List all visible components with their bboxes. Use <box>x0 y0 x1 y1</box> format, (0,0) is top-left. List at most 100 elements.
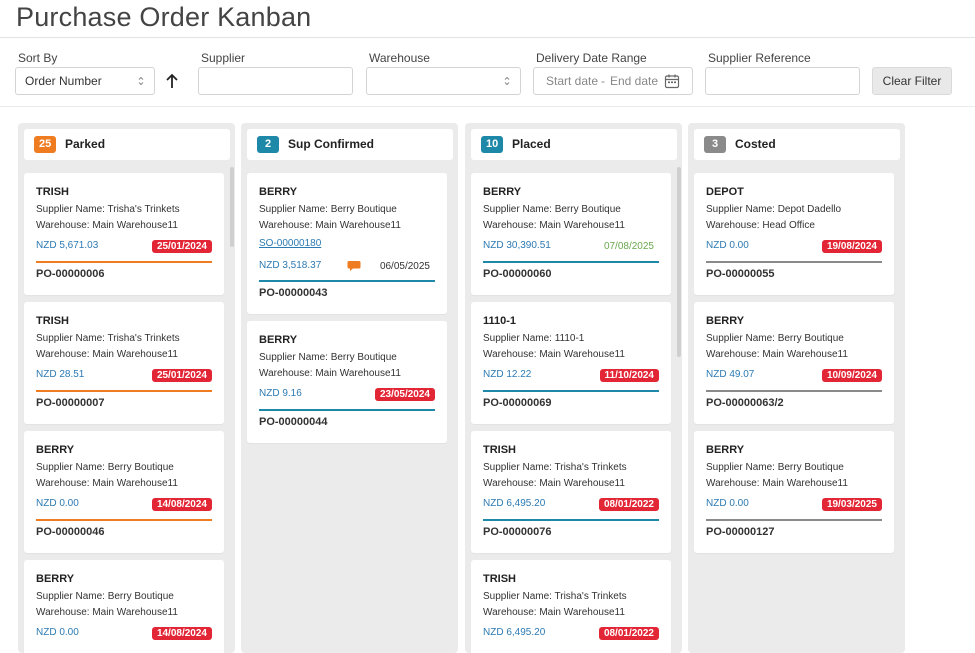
order-card[interactable]: BERRY Supplier Name: Berry Boutique Ware… <box>24 560 224 653</box>
order-amount: NZD 0.00 <box>706 240 749 251</box>
supplier-name: Supplier Name: Berry Boutique <box>36 591 174 602</box>
supplier-name: Supplier Name: Berry Boutique <box>259 204 397 215</box>
warehouse-name: Warehouse: Main Warehouse11 <box>483 220 625 231</box>
supplier-code: BERRY <box>483 186 522 198</box>
due-date-badge: 08/01/2022 <box>598 627 659 640</box>
po-number: PO-00000060 <box>483 268 552 280</box>
supplier-code: BERRY <box>706 315 745 327</box>
warehouse-label: Warehouse <box>369 51 430 65</box>
order-amount: NZD 0.00 <box>36 498 79 509</box>
due-date-badge: 23/05/2024 <box>374 388 435 401</box>
supplier-name: Supplier Name: Berry Boutique <box>483 204 621 215</box>
warehouse-name: Warehouse: Main Warehouse11 <box>706 349 848 360</box>
order-amount: NZD 0.00 <box>36 627 79 638</box>
order-card[interactable]: TRISH Supplier Name: Trisha's Trinkets W… <box>471 431 671 553</box>
supplier-name: Supplier Name: Trisha's Trinkets <box>36 204 180 215</box>
column-header: 3 Costed <box>694 129 900 160</box>
order-card[interactable]: BERRY Supplier Name: Berry Boutique Ware… <box>24 431 224 553</box>
kanban-column-sup-confirmed: 2 Sup Confirmed BERRY Supplier Name: Ber… <box>241 123 458 653</box>
due-date-badge: 10/09/2024 <box>821 369 882 382</box>
sort-by-value: Order Number <box>25 74 102 88</box>
due-date: 07/08/2025 <box>603 241 654 252</box>
warehouse-name: Warehouse: Main Warehouse11 <box>36 478 178 489</box>
sales-order-link[interactable]: SO-00000180 <box>259 238 322 249</box>
end-date-placeholder: End date <box>610 74 659 88</box>
status-line <box>36 261 212 263</box>
status-line <box>259 409 435 411</box>
calendar-icon[interactable] <box>664 73 680 89</box>
due-date: 06/05/2025 <box>379 261 430 272</box>
supplier-input[interactable] <box>198 67 353 95</box>
order-card[interactable]: TRISH Supplier Name: Trisha's Trinkets W… <box>24 173 224 295</box>
sort-direction-arrow-icon[interactable] <box>164 72 180 90</box>
warehouse-select[interactable] <box>366 67 521 95</box>
order-card[interactable]: BERRY Supplier Name: Berry Boutique Ware… <box>471 173 671 295</box>
supplier-code: TRISH <box>36 186 69 198</box>
column-header: 10 Placed <box>471 129 677 160</box>
supplier-label: Supplier <box>201 51 246 65</box>
warehouse-name: Warehouse: Main Warehouse11 <box>36 349 178 360</box>
supplier-code: TRISH <box>483 444 516 456</box>
warehouse-name: Warehouse: Main Warehouse11 <box>259 220 401 231</box>
status-line <box>36 519 212 521</box>
order-amount: NZD 28.51 <box>36 369 85 380</box>
column-scrollbar[interactable] <box>230 167 234 247</box>
warehouse-name: Warehouse: Main Warehouse11 <box>36 220 178 231</box>
sort-by-select[interactable]: Order Number <box>15 67 155 95</box>
supplier-name: Supplier Name: Berry Boutique <box>706 333 844 344</box>
po-number: PO-00000063/2 <box>706 397 784 409</box>
column-title: Placed <box>512 137 551 151</box>
due-date-badge: 25/01/2024 <box>151 240 212 253</box>
warehouse-name: Warehouse: Main Warehouse11 <box>483 478 625 489</box>
order-card[interactable]: BERRY Supplier Name: Berry Boutique Ware… <box>247 321 447 443</box>
count-badge: 2 <box>257 136 279 153</box>
po-number: PO-00000044 <box>259 416 328 428</box>
supplier-code: BERRY <box>259 334 298 346</box>
warehouse-name: Warehouse: Main Warehouse11 <box>706 478 848 489</box>
due-date-badge: 08/01/2022 <box>598 498 659 511</box>
status-line <box>259 280 435 282</box>
count-badge: 3 <box>704 136 726 153</box>
order-amount: NZD 9.16 <box>259 388 302 399</box>
start-date-placeholder: Start date <box>546 74 599 88</box>
po-number: PO-00000055 <box>706 268 775 280</box>
order-card[interactable]: 1110-1 Supplier Name: 1110-1 Warehouse: … <box>471 302 671 424</box>
order-card[interactable]: TRISH Supplier Name: Trisha's Trinkets W… <box>24 302 224 424</box>
supplier-code: DEPOT <box>706 186 744 198</box>
due-date-badge: 14/08/2024 <box>151 498 212 511</box>
order-card[interactable]: BERRY Supplier Name: Berry Boutique Ware… <box>247 173 447 314</box>
supplier-code: BERRY <box>706 444 745 456</box>
column-title: Parked <box>65 137 106 151</box>
due-date-badge: 11/10/2024 <box>599 369 659 382</box>
filter-divider <box>0 106 975 107</box>
order-card[interactable]: TRISH Supplier Name: Trisha's Trinkets W… <box>471 560 671 653</box>
status-line <box>706 519 882 521</box>
warehouse-name: Warehouse: Head Office <box>706 220 815 231</box>
supplier-code: TRISH <box>36 315 69 327</box>
column-header: 25 Parked <box>24 129 230 160</box>
supplier-code: 1110-1 <box>483 315 517 327</box>
order-amount: NZD 0.00 <box>706 498 749 509</box>
warehouse-name: Warehouse: Main Warehouse11 <box>259 368 401 379</box>
column-scrollbar[interactable] <box>677 167 681 357</box>
clear-filter-button[interactable]: Clear Filter <box>872 67 952 95</box>
order-card[interactable]: BERRY Supplier Name: Berry Boutique Ware… <box>694 302 894 424</box>
supplier-code: TRISH <box>483 573 516 585</box>
sort-by-label: Sort By <box>18 51 58 65</box>
column-title: Costed <box>735 137 776 151</box>
order-amount: NZD 3,518.37 <box>259 260 322 271</box>
order-amount: NZD 49.07 <box>706 369 755 380</box>
status-line <box>483 390 659 392</box>
page-title: Purchase Order Kanban <box>16 2 312 32</box>
supplier-name: Supplier Name: Berry Boutique <box>259 352 397 363</box>
order-card[interactable]: DEPOT Supplier Name: Depot Dadello Wareh… <box>694 173 894 295</box>
supplier-code: BERRY <box>36 573 75 585</box>
po-number: PO-00000006 <box>36 268 105 280</box>
delivery-date-range-picker[interactable]: Start date - End date <box>533 67 693 95</box>
supplier-reference-input[interactable] <box>705 67 860 95</box>
supplier-name: Supplier Name: Trisha's Trinkets <box>36 333 180 344</box>
order-card[interactable]: BERRY Supplier Name: Berry Boutique Ware… <box>694 431 894 553</box>
po-number: PO-00000076 <box>483 526 552 538</box>
comment-icon[interactable] <box>347 260 361 272</box>
due-date-badge: 14/08/2024 <box>151 627 212 640</box>
